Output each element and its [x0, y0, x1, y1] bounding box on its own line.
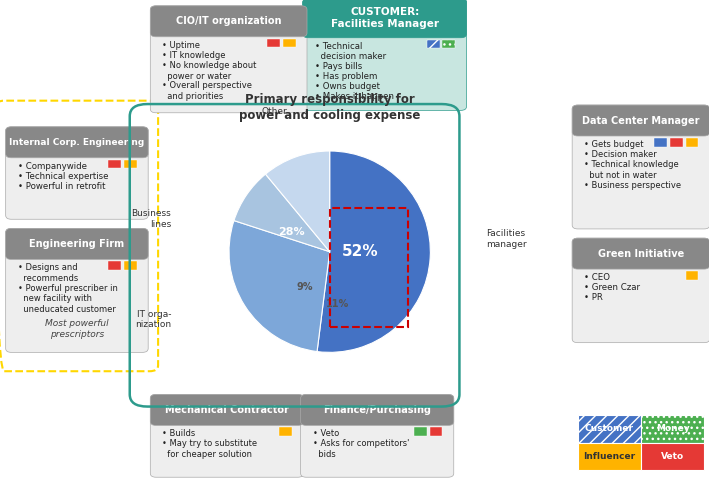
Text: • Technical knowledge
  but not in water: • Technical knowledge but not in water [584, 160, 679, 180]
Text: • Powerful in retrofit: • Powerful in retrofit [18, 182, 105, 191]
Wedge shape [265, 151, 330, 252]
Text: Other: Other [262, 107, 287, 116]
Text: • CEO: • CEO [584, 273, 610, 282]
Text: • Pays bills: • Pays bills [315, 62, 362, 71]
Bar [430, 427, 442, 436]
Text: Facilities
manager: Facilities manager [486, 229, 526, 249]
FancyBboxPatch shape [6, 127, 148, 158]
Text: Finance/Purchasing: Finance/Purchasing [323, 405, 431, 415]
Text: Customer: Customer [585, 424, 634, 433]
FancyBboxPatch shape [6, 127, 148, 219]
Text: CIO/IT organization: CIO/IT organization [176, 16, 281, 26]
Text: • Decision maker: • Decision maker [584, 150, 657, 159]
Text: • Owns budget: • Owns budget [315, 82, 380, 91]
Text: • Designs and
  recommends: • Designs and recommends [18, 263, 78, 283]
Wedge shape [317, 151, 430, 352]
Bar [578, 442, 641, 470]
Bar [279, 427, 292, 436]
Text: Mechanical Contractor: Mechanical Contractor [165, 405, 289, 415]
Text: • Gets budget: • Gets budget [584, 140, 644, 149]
Bar [108, 160, 121, 168]
Text: • Companywide: • Companywide [18, 162, 86, 171]
FancyBboxPatch shape [6, 228, 148, 259]
Text: • Has problem: • Has problem [315, 72, 377, 81]
FancyBboxPatch shape [6, 228, 148, 352]
Bar [686, 138, 698, 147]
Text: • Technical
  decision maker: • Technical decision maker [315, 42, 386, 61]
Text: • Veto: • Veto [313, 429, 339, 439]
Bar [686, 271, 698, 280]
FancyBboxPatch shape [572, 238, 709, 269]
Bar [267, 39, 280, 47]
Text: • IT knowledge: • IT knowledge [162, 51, 226, 60]
FancyBboxPatch shape [303, 0, 467, 110]
Bar [442, 40, 455, 48]
FancyBboxPatch shape [301, 394, 454, 425]
Text: 52%: 52% [342, 244, 378, 259]
Text: Most powerful
prescriptors: Most powerful prescriptors [45, 319, 108, 339]
Text: IT orga-
nization: IT orga- nization [135, 310, 171, 329]
FancyBboxPatch shape [150, 6, 307, 113]
Text: Business
lines: Business lines [131, 209, 171, 228]
Text: 28%: 28% [278, 227, 305, 237]
Bar [414, 427, 427, 436]
Text: • Builds: • Builds [162, 429, 196, 439]
Bar [124, 160, 137, 168]
Text: Internal Corp. Engineering: Internal Corp. Engineering [9, 138, 145, 147]
Text: Data Center Manager: Data Center Manager [582, 116, 700, 125]
Bar [427, 40, 440, 48]
Text: Influencer: Influencer [584, 452, 635, 461]
Text: • Overall perspective
  and priorities: • Overall perspective and priorities [162, 81, 252, 101]
FancyBboxPatch shape [572, 105, 709, 229]
FancyBboxPatch shape [150, 394, 303, 477]
Text: 9%: 9% [296, 282, 313, 292]
Text: Green Initiative: Green Initiative [598, 249, 684, 258]
Text: • Technical expertise: • Technical expertise [18, 172, 108, 181]
Title: Primary responsibility for
power and cooling expense: Primary responsibility for power and coo… [239, 93, 420, 122]
Bar [108, 261, 121, 270]
Text: 11%: 11% [326, 299, 350, 309]
Bar [641, 415, 704, 442]
Text: Engineering Firm: Engineering Firm [29, 239, 125, 249]
Text: Money: Money [656, 424, 689, 433]
Bar [654, 138, 667, 147]
Text: CUSTOMER:
Facilities Manager: CUSTOMER: Facilities Manager [330, 7, 439, 29]
Wedge shape [234, 174, 330, 252]
Text: • May try to substitute
  for cheaper solution: • May try to substitute for cheaper solu… [162, 439, 257, 459]
Text: • PR: • PR [584, 293, 603, 302]
Bar [641, 442, 704, 470]
Text: • Asks for competitors'
  bids: • Asks for competitors' bids [313, 439, 409, 459]
Text: Veto: Veto [661, 452, 684, 461]
FancyBboxPatch shape [303, 0, 467, 38]
Wedge shape [229, 221, 330, 351]
FancyBboxPatch shape [301, 394, 454, 477]
Bar [124, 261, 137, 270]
FancyBboxPatch shape [572, 105, 709, 136]
Bar [283, 39, 296, 47]
Text: • Makes it happen: • Makes it happen [315, 92, 393, 102]
Bar [670, 138, 683, 147]
Bar [578, 415, 641, 442]
FancyBboxPatch shape [572, 238, 709, 343]
FancyBboxPatch shape [150, 394, 303, 425]
FancyBboxPatch shape [150, 6, 307, 37]
Text: • Green Czar: • Green Czar [584, 283, 640, 292]
Text: • Business perspective: • Business perspective [584, 181, 681, 190]
Text: • Uptime: • Uptime [162, 41, 201, 50]
Bar [330, 209, 408, 327]
Text: • No knowledge about
  power or water: • No knowledge about power or water [162, 61, 257, 81]
Text: • Powerful prescriber in
  new facility with
  uneducated customer: • Powerful prescriber in new facility wi… [18, 284, 118, 314]
